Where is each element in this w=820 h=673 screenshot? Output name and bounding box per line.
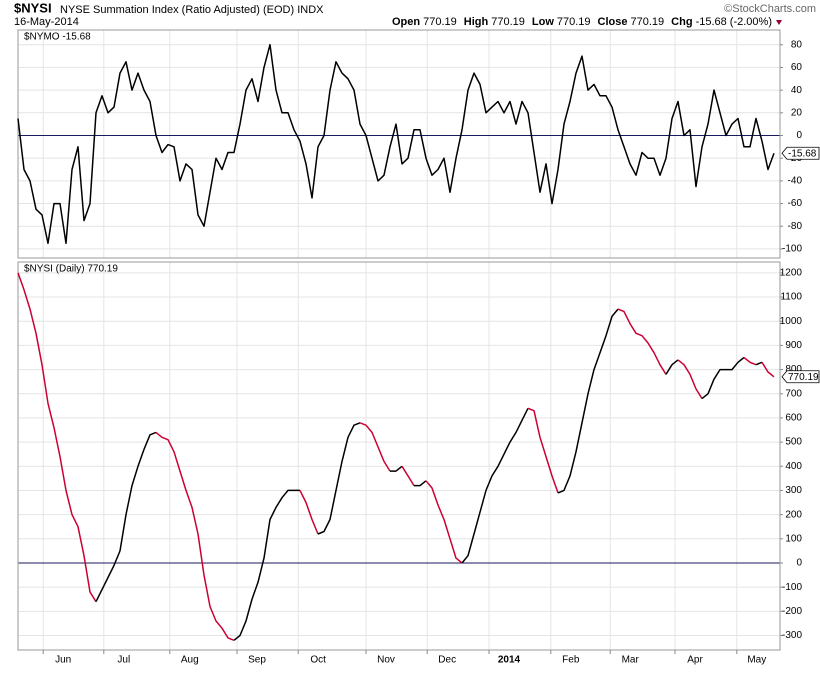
y-tick-label: 20 xyxy=(791,107,803,118)
quote-value: 770.19 xyxy=(557,16,591,28)
x-tick-label: Jul xyxy=(117,655,130,666)
line xyxy=(155,431,235,641)
line xyxy=(414,480,427,487)
y-tick-label: -80 xyxy=(788,221,803,232)
change-arrow xyxy=(776,20,782,25)
source: ©StockCharts.com xyxy=(724,3,816,15)
y-tick-label: -100 xyxy=(782,582,802,593)
y-tick-label: 300 xyxy=(785,485,802,496)
y-tick-label: 1100 xyxy=(780,292,802,303)
date: 16-May-2014 xyxy=(14,16,79,28)
last-value-label: -15.68 xyxy=(788,148,817,159)
quote-label: Open xyxy=(392,16,420,28)
y-tick-label: 900 xyxy=(785,340,802,351)
line xyxy=(233,489,300,641)
line xyxy=(425,480,463,564)
y-tick-label: -300 xyxy=(782,630,802,641)
line xyxy=(17,272,97,603)
last-value-label: 770.19 xyxy=(788,372,819,383)
last-value-box xyxy=(781,146,820,160)
line xyxy=(755,361,763,366)
y-tick-label: 200 xyxy=(785,509,802,520)
panel-frame xyxy=(17,261,781,651)
line xyxy=(617,308,667,375)
y-tick-label: 700 xyxy=(785,388,802,399)
line xyxy=(359,422,391,472)
line xyxy=(317,422,361,535)
panel-label: $NYMO -15.68 xyxy=(24,32,91,43)
y-tick-label: 40 xyxy=(791,85,803,96)
y-tick-label: 80 xyxy=(791,39,803,50)
x-tick-label: May xyxy=(747,655,766,666)
x-tick-label: Oct xyxy=(310,655,326,666)
line xyxy=(557,308,619,494)
quote-label: Close xyxy=(598,16,628,28)
panel-label: $NYSI (Daily) 770.19 xyxy=(24,264,118,275)
line xyxy=(665,359,679,375)
line xyxy=(701,356,745,400)
quote-label: Low xyxy=(532,16,554,28)
line xyxy=(461,407,529,564)
quote-value: -15.68 (-2.00%) xyxy=(696,16,772,28)
y-tick-label: 1200 xyxy=(780,268,803,279)
y-tick-label: -200 xyxy=(782,606,802,617)
x-tick-label: Aug xyxy=(181,655,199,666)
x-tick-label: Dec xyxy=(438,655,456,666)
y-tick-label: 0 xyxy=(796,130,802,141)
line xyxy=(677,359,703,399)
line xyxy=(401,465,415,486)
y-tick-label: 0 xyxy=(796,558,802,569)
last-value-box xyxy=(781,370,820,384)
line xyxy=(17,43,775,245)
x-tick-label: Nov xyxy=(377,655,395,666)
chart-title: NYSE Summation Index (Ratio Adjusted) (E… xyxy=(60,4,324,16)
x-tick-label: Mar xyxy=(622,655,640,666)
x-tick-label: Apr xyxy=(687,655,703,666)
y-tick-label: -40 xyxy=(788,176,803,187)
line xyxy=(390,465,403,472)
x-tick-label: Feb xyxy=(562,655,580,666)
x-tick-label: 2014 xyxy=(498,655,521,666)
y-tick-label: -100 xyxy=(782,244,802,255)
panel-frame xyxy=(17,29,781,259)
quote-value: 770.19 xyxy=(423,16,457,28)
line xyxy=(761,361,775,378)
symbol: $NYSI xyxy=(14,0,52,15)
y-tick-label: 400 xyxy=(785,461,802,472)
y-tick-label: 60 xyxy=(791,62,803,73)
line xyxy=(743,356,757,366)
line xyxy=(299,490,319,535)
line xyxy=(95,431,157,603)
quote: Open 770.19 High 770.19 Low 770.19 Close 770.19… xyxy=(392,16,782,28)
quote-value: 770.19 xyxy=(491,16,525,28)
y-tick-label: 600 xyxy=(785,413,802,424)
x-tick-label: Sep xyxy=(248,655,266,666)
y-tick-label: 800 xyxy=(785,364,802,375)
x-tick-label: Jun xyxy=(55,655,71,666)
y-tick-label: -60 xyxy=(788,198,803,209)
y-tick-label: 100 xyxy=(785,533,802,544)
y-tick-label: 1000 xyxy=(780,316,803,327)
quote-label: Chg xyxy=(671,16,692,28)
quote-label: High xyxy=(464,16,489,28)
quote-value: 770.19 xyxy=(631,16,665,28)
line xyxy=(527,407,559,494)
y-tick-label: 500 xyxy=(785,437,802,448)
